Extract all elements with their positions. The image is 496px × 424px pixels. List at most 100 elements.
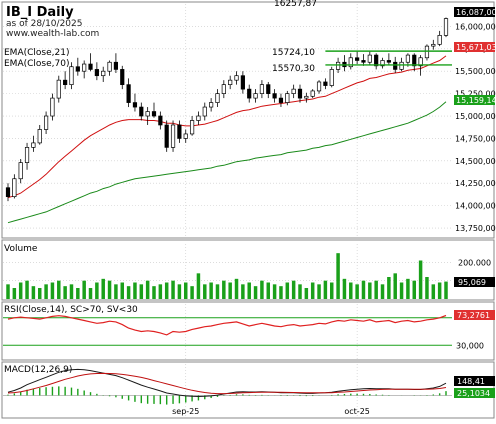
candle-up [286,94,289,103]
candle-down [140,107,143,116]
macd-hist-bar [217,395,218,396]
volume-bar [368,283,371,300]
volume-bar [89,288,92,299]
candle-down [324,82,327,86]
volume-bar [305,288,308,299]
price-tick-label: 13,750,000 [455,224,496,233]
volume-bar [190,286,193,299]
macd-tag-text: 148,41 [457,377,485,386]
candle [171,121,174,152]
price-tick-label: 15,000,000 [455,112,496,121]
candle-up [70,67,73,85]
volume-bar [70,284,73,299]
volume-bar [286,283,289,300]
volume-bar [336,253,339,299]
macd-hist-bar [58,386,59,395]
volume-bar [432,284,435,299]
macd-panel-label: MACD(12,26,9) [4,365,72,375]
candle-up [101,71,104,75]
candle-up [171,125,174,147]
price-tick-label: 14,250,000 [455,179,496,188]
candle-down [165,125,168,147]
macd-hist-bar [20,392,21,396]
chart-title: IB_I Daily [6,5,74,20]
volume-bar [51,283,54,300]
volume-bar [82,281,85,299]
volume-bar [127,286,130,299]
volume-bar [298,284,301,299]
volume-bar [362,281,365,299]
candle-up [184,134,187,138]
candle-up [57,80,60,98]
volume-bar [178,284,181,299]
volume-bar [235,279,238,299]
macd-hist-bar [14,393,15,395]
price-tick-label: 15,500,000 [455,67,496,76]
ema21-legend: EMA(Close,21) [4,48,69,58]
x-tick-label: sep-25 [172,407,199,416]
volume-bar [57,281,60,299]
volume-bar [101,279,104,299]
volume-bar [19,283,22,300]
candle-up [406,55,409,62]
macd-hist-bar [363,394,364,396]
volume-bar [324,281,327,299]
ema70-tag: 15,159,143 [454,95,496,105]
volume-bar [425,277,428,299]
volume-bar [228,283,231,300]
candle-up [203,107,206,116]
macd-hist-bar [52,387,53,396]
candle-up [330,69,333,85]
candle-up [311,91,314,96]
rsi-panel-label: RSI(Close,14), SC>70, SV<30 [4,305,138,315]
candle-up [235,76,238,80]
candle-up [444,19,447,36]
candle-down [247,89,250,98]
volume-bar [387,277,390,299]
volume-bar [413,281,416,299]
volume-bar [95,283,98,300]
candle-up [260,85,263,94]
candle-up [32,143,35,147]
candle-down [133,103,136,107]
macd-hist-bar [109,395,110,396]
ema21-tag-text: 15,671,030 [456,43,496,52]
macd-hist-bar [337,394,338,395]
candle [444,17,447,37]
candle-up [425,46,428,58]
volume-tag-text: 95,069 [458,278,486,287]
macd-hist-bar [236,394,237,395]
macd-tag: 148,41 [454,376,495,386]
candle-down [89,64,92,69]
website-label: www.wealth-lab.com [6,29,99,39]
volume-bar [216,284,219,299]
macd-hist-bar [344,394,345,395]
price-tick-label: 14,750,000 [455,134,496,143]
price-tick-label: 14,500,000 [455,157,496,166]
volume-bar [419,261,422,300]
volume-bar [197,273,200,299]
macd-hist-bar [299,395,300,396]
price-tag: 16,087,000 [454,7,496,17]
macd-hist-bar [64,387,65,396]
macd-hist-bar [39,388,40,395]
volume-bar [209,283,212,300]
support-label: 15570,30 [272,64,315,74]
volume-bar [317,284,320,299]
candle-up [292,89,295,93]
macd-hist-bar [96,394,97,396]
volume-bar [38,288,41,299]
volume-bar [438,283,441,300]
macd-hist-bar [128,395,129,400]
candle-up [44,116,47,129]
rsi-tag: 73,2761 [454,310,495,320]
volume-bar [279,286,282,299]
volume-bar [114,284,117,299]
candle-up [432,44,435,46]
candle-down [152,112,155,116]
candle-up [438,35,441,44]
volume-bar [406,279,409,299]
volume-bar [222,281,225,299]
volume-bar [184,283,187,300]
volume-bar [32,286,35,299]
